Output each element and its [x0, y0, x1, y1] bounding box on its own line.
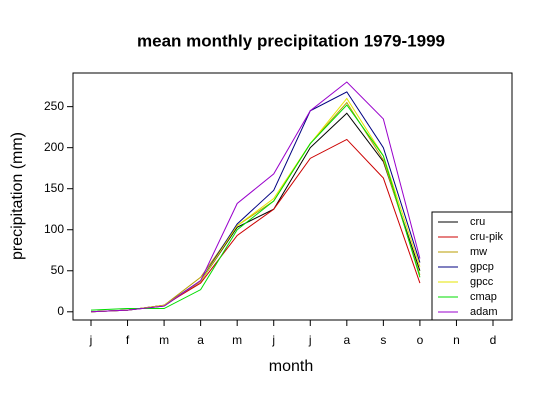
chart-title: mean monthly precipitation 1979-1999 [137, 31, 445, 50]
y-tick-label: 250 [44, 99, 64, 113]
x-tick-label: m [159, 333, 169, 347]
legend-label: gpcp [470, 261, 494, 273]
legend-label: cru-pik [470, 231, 504, 243]
x-tick-label: f [126, 333, 130, 347]
plot-frame [72, 72, 513, 321]
data-line [90, 81, 421, 313]
legend-label: adam [470, 306, 498, 318]
y-tick-label: 150 [44, 181, 64, 195]
y-tick-label: 200 [44, 140, 64, 154]
x-tick-label: o [417, 333, 424, 347]
data-line [90, 97, 421, 313]
x-tick-label: j [89, 333, 93, 347]
legend-label: cru [470, 216, 485, 228]
x-tick-label: j [308, 333, 312, 347]
x-tick-label: d [490, 333, 497, 347]
x-tick-label: s [380, 333, 386, 347]
x-tick-label: n [453, 333, 460, 347]
y-tick-label: 50 [51, 263, 65, 277]
x-tick-label: m [232, 333, 242, 347]
y-tick-label: 100 [44, 222, 64, 236]
x-axis-label: month [269, 358, 313, 375]
x-tick-label: j [271, 333, 275, 347]
legend-label: gpcc [470, 276, 494, 288]
y-tick-label: 0 [57, 304, 64, 318]
x-tick-label: a [343, 333, 350, 347]
y-axis-label: precipitation (mm) [9, 132, 26, 260]
legend-box [431, 211, 513, 321]
data-line [90, 91, 421, 313]
legend-label: cmap [470, 291, 497, 303]
legend-label: mw [470, 246, 487, 258]
data-line [90, 138, 421, 313]
x-tick-label: a [197, 333, 204, 347]
